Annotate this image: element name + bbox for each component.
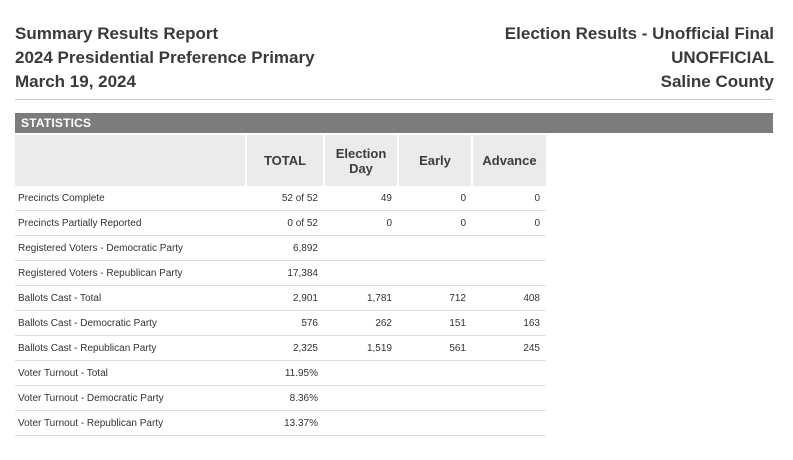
row-label: Ballots Cast - Total: [15, 285, 246, 311]
report-title: Summary Results Report: [15, 24, 219, 43]
county-name: Saline County: [660, 72, 774, 91]
table-row: Voter Turnout - Total 11.95%: [15, 360, 546, 386]
row-label: Voter Turnout - Democratic Party: [15, 385, 246, 411]
cell-election-day: [324, 235, 398, 261]
column-header-label: [15, 135, 247, 186]
row-label: Voter Turnout - Republican Party: [15, 410, 246, 436]
cell-election-day: [324, 410, 398, 436]
cell-advance: [472, 410, 546, 436]
table-row: Ballots Cast - Democratic Party 576 262 …: [15, 310, 546, 336]
cell-early: [398, 410, 472, 436]
cell-election-day: [324, 360, 398, 386]
cell-advance: 0: [472, 210, 546, 236]
row-label: Ballots Cast - Democratic Party: [15, 310, 246, 336]
table-row: Voter Turnout - Democratic Party 8.36%: [15, 385, 546, 411]
column-header-advance: Advance: [472, 135, 546, 186]
table-row: Precincts Complete 52 of 52 49 0 0: [15, 186, 546, 211]
row-label: Precincts Partially Reported: [15, 210, 246, 236]
cell-advance: [472, 235, 546, 261]
table-row: Registered Voters - Democratic Party 6,8…: [15, 235, 546, 261]
cell-total: 2,325: [246, 335, 324, 361]
cell-early: [398, 360, 472, 386]
statistics-table: TOTAL Election Day Early Advance Precinc…: [15, 135, 546, 436]
cell-advance: [472, 385, 546, 411]
row-label: Precincts Complete: [15, 186, 246, 211]
cell-total: 52 of 52: [246, 186, 324, 211]
table-row: Precincts Partially Reported 0 of 52 0 0…: [15, 210, 546, 236]
row-label: Ballots Cast - Republican Party: [15, 335, 246, 361]
table-row: Ballots Cast - Total 2,901 1,781 712 408: [15, 285, 546, 311]
cell-election-day: 0: [324, 210, 398, 236]
header-divider: [15, 99, 773, 100]
cell-advance: [472, 360, 546, 386]
cell-advance: 163: [472, 310, 546, 336]
header-left-block: Summary Results Report 2024 Presidential…: [15, 22, 315, 94]
cell-early: 712: [398, 285, 472, 311]
cell-election-day: [324, 385, 398, 411]
column-header-total: TOTAL: [246, 135, 325, 186]
cell-early: [398, 235, 472, 261]
cell-advance: 0: [472, 186, 546, 211]
cell-total: 17,384: [246, 260, 324, 286]
cell-advance: [472, 260, 546, 286]
cell-total: 6,892: [246, 235, 324, 261]
table-row: Registered Voters - Republican Party 17,…: [15, 260, 546, 286]
cell-total: 0 of 52: [246, 210, 324, 236]
cell-election-day: 262: [324, 310, 398, 336]
cell-early: [398, 260, 472, 286]
election-name: 2024 Presidential Preference Primary: [15, 48, 315, 67]
cell-early: 0: [398, 210, 472, 236]
section-title-statistics: STATISTICS: [15, 113, 773, 133]
cell-total: 2,901: [246, 285, 324, 311]
row-label: Registered Voters - Democratic Party: [15, 235, 246, 261]
cell-total: 8.36%: [246, 385, 324, 411]
cell-election-day: 1,519: [324, 335, 398, 361]
cell-election-day: [324, 260, 398, 286]
results-status: Election Results - Unofficial Final: [504, 24, 774, 43]
table-row: Ballots Cast - Republican Party 2,325 1,…: [15, 335, 546, 361]
election-date: March 19, 2024: [15, 72, 136, 91]
official-label: UNOFFICIAL: [671, 48, 774, 67]
column-header-early: Early: [398, 135, 473, 186]
cell-total: 11.95%: [246, 360, 324, 386]
cell-advance: 408: [472, 285, 546, 311]
table-header-row: TOTAL Election Day Early Advance: [15, 135, 546, 186]
cell-advance: 245: [472, 335, 546, 361]
cell-early: 0: [398, 186, 472, 211]
row-label: Registered Voters - Republican Party: [15, 260, 246, 286]
header-right-block: Election Results - Unofficial Final UNOF…: [505, 22, 774, 94]
cell-election-day: 1,781: [324, 285, 398, 311]
table-row: Voter Turnout - Republican Party 13.37%: [15, 410, 546, 436]
cell-total: 13.37%: [246, 410, 324, 436]
cell-early: 561: [398, 335, 472, 361]
row-label: Voter Turnout - Total: [15, 360, 246, 386]
column-header-election-day: Election Day: [324, 135, 399, 186]
report-header: Summary Results Report 2024 Presidential…: [0, 0, 793, 100]
cell-election-day: 49: [324, 186, 398, 211]
cell-early: [398, 385, 472, 411]
cell-total: 576: [246, 310, 324, 336]
cell-early: 151: [398, 310, 472, 336]
